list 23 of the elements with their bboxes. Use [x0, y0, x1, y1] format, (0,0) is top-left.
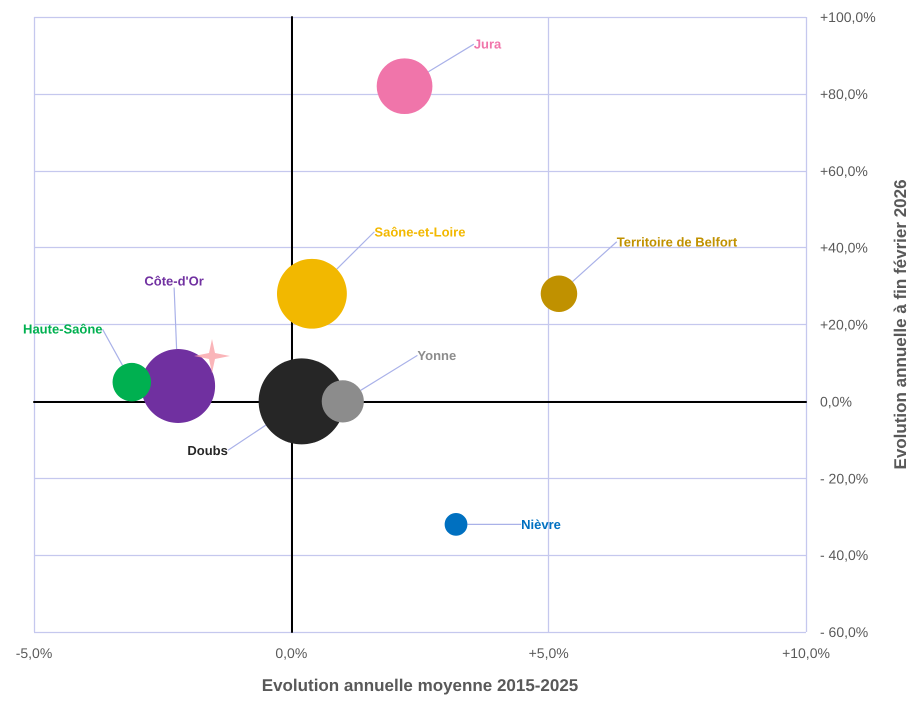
y-tick-label: 0,0% — [820, 393, 852, 410]
y-tick-label: +80,0% — [820, 86, 868, 102]
x-tick-label: -5,0% — [16, 645, 52, 661]
y-tick-label: +60,0% — [820, 162, 868, 179]
text: Yonne — [417, 348, 456, 363]
y-tick-label: - 60,0% — [820, 624, 868, 640]
y-axis-title: Evolution annuelle à fin février 2026 — [891, 179, 910, 470]
x-axis-title: Evolution annuelle moyenne 2015-2025 — [262, 676, 578, 695]
text: Saône-et-Loire — [374, 224, 466, 240]
text: Côte-d'Or — [144, 274, 204, 288]
y-tick-label: +100,0% — [820, 9, 876, 25]
y-tick-label: +20,0% — [820, 316, 868, 332]
y-tick-label: - 40,0% — [820, 547, 868, 564]
x-tick-label: +5,0% — [528, 645, 569, 661]
text: Doubs — [187, 442, 228, 458]
text: Haute-Saône — [23, 322, 103, 337]
x-tick-label: +10,0% — [782, 645, 830, 661]
text: Territoire de Belfort — [616, 234, 738, 250]
y-tick-label: +40,0% — [820, 240, 868, 256]
x-tick-label: 0,0% — [275, 645, 308, 661]
y-tick-label: - 20,0% — [820, 470, 868, 486]
text: Jura — [474, 36, 502, 52]
text: Nièvre — [521, 516, 561, 532]
